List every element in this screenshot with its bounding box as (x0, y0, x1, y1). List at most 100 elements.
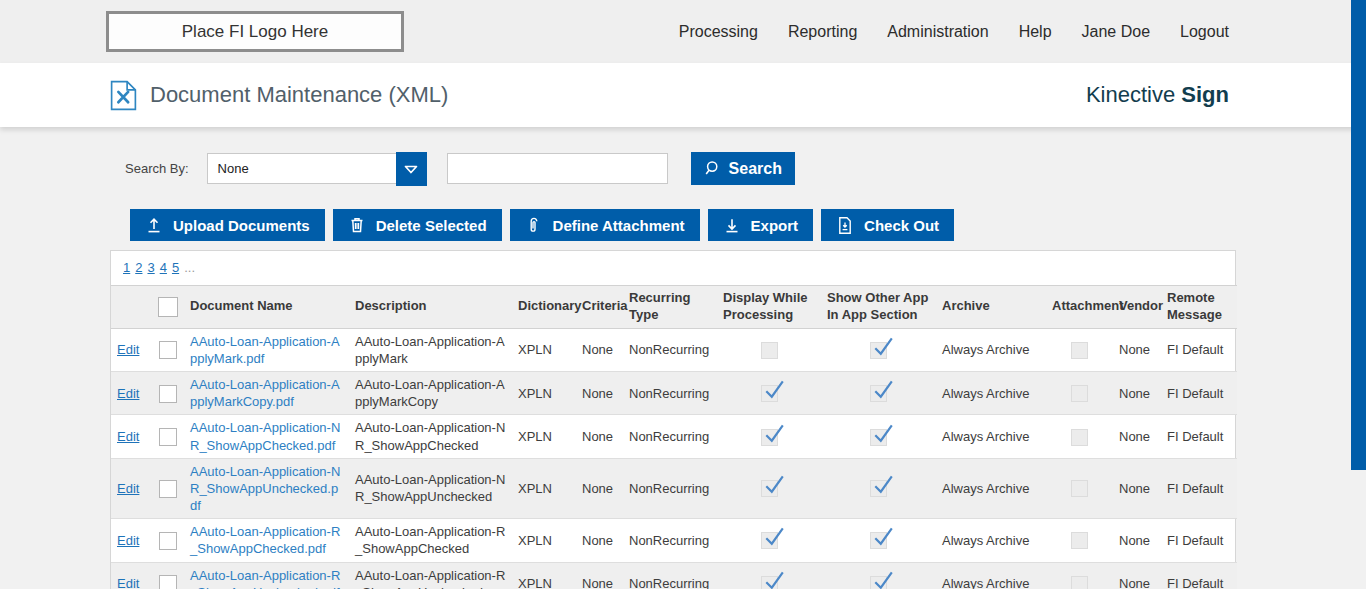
document-name-link[interactable]: AAuto-Loan-Application-ApplyMark.pdf (190, 334, 340, 366)
select-all-checkbox[interactable] (158, 297, 178, 317)
edit-link[interactable]: Edit (117, 576, 139, 589)
upload-documents-button[interactable]: Upload Documents (130, 209, 325, 241)
cell-remote-message: FI Default (1161, 458, 1237, 518)
cell-select (151, 562, 184, 589)
nav-item-user[interactable]: Jane Doe (1082, 23, 1151, 41)
document-name-link[interactable]: AAuto-Loan-Application-R_ShowAppChecked.… (190, 524, 340, 556)
search-by-select[interactable]: None (207, 153, 427, 184)
page-title: Document Maintenance (XML) (110, 80, 448, 111)
upload-documents-label: Upload Documents (173, 217, 310, 234)
document-name-link[interactable]: AAuto-Loan-Application-ApplyMarkCopy.pdf (190, 377, 340, 409)
show-other-app-checkbox (870, 532, 887, 549)
row-select-checkbox[interactable] (159, 341, 177, 359)
edit-link[interactable]: Edit (117, 481, 139, 496)
check-out-button[interactable]: Check Out (821, 209, 954, 241)
cell-attachment (1046, 519, 1113, 562)
cell-vendor: None (1113, 372, 1161, 415)
search-button[interactable]: Search (691, 152, 795, 185)
document-name-link[interactable]: AAuto-Loan-Application-R_ShowAppUnchecke… (190, 568, 340, 589)
cell-edit: Edit (111, 372, 151, 415)
attachment-checkbox (1071, 342, 1088, 359)
cell-document-name: AAuto-Loan-Application-R_ShowAppChecked.… (184, 519, 349, 562)
page-link-5[interactable]: 5 (172, 260, 179, 275)
nav-item-processing[interactable]: Processing (679, 23, 758, 41)
document-name-link[interactable]: AAuto-Loan-Application-NR_ShowAppChecked… (190, 420, 340, 452)
search-input[interactable] (447, 153, 668, 184)
cell-archive: Always Archive (936, 372, 1046, 415)
nav-item-logout[interactable]: Logout (1180, 23, 1229, 41)
table-row: Edit AAuto-Loan-Application-R_ShowAppChec… (111, 519, 1237, 562)
content-area: Search By: None Search Upload Documents (0, 127, 1366, 589)
nav-item-administration[interactable]: Administration (887, 23, 988, 41)
cell-document-name: AAuto-Loan-Application-ApplyMark.pdf (184, 328, 349, 371)
cell-display-while-processing (717, 328, 821, 371)
edit-link[interactable]: Edit (117, 533, 139, 548)
attachment-checkbox (1071, 480, 1088, 497)
nav-item-reporting[interactable]: Reporting (788, 23, 857, 41)
col-show-other-app: Show Other App In App Section (821, 286, 936, 329)
cell-recurring-type: NonRecurring (623, 415, 717, 458)
cell-criteria: None (576, 415, 623, 458)
page-link-2[interactable]: 2 (135, 260, 142, 275)
cell-dictionary: XPLN (512, 328, 576, 371)
row-select-checkbox[interactable] (159, 532, 177, 550)
edit-link[interactable]: Edit (117, 429, 139, 444)
search-icon (704, 160, 721, 177)
cell-archive: Always Archive (936, 458, 1046, 518)
chevron-down-icon (396, 152, 427, 186)
col-vendor: Vendor (1113, 286, 1161, 329)
cell-document-name: AAuto-Loan-Application-R_ShowAppUnchecke… (184, 562, 349, 589)
row-select-checkbox[interactable] (159, 385, 177, 403)
pagination: 12345... (111, 251, 1235, 285)
search-by-selected-value: None (218, 161, 249, 176)
cell-archive: Always Archive (936, 519, 1046, 562)
cell-show-other-app (821, 328, 936, 371)
col-select (151, 286, 184, 329)
cell-dictionary: XPLN (512, 562, 576, 589)
document-name-link[interactable]: AAuto-Loan-Application-NR_ShowAppUncheck… (190, 464, 340, 513)
cell-remote-message: FI Default (1161, 415, 1237, 458)
cell-edit: Edit (111, 519, 151, 562)
download-icon (723, 216, 741, 234)
cell-recurring-type: NonRecurring (623, 519, 717, 562)
cell-dictionary: XPLN (512, 372, 576, 415)
row-select-checkbox[interactable] (159, 480, 177, 498)
display-while-processing-checkbox (761, 532, 778, 549)
page-link-3[interactable]: 3 (147, 260, 154, 275)
main-nav: Processing Reporting Administration Help… (679, 0, 1229, 63)
row-select-checkbox[interactable] (159, 428, 177, 446)
display-while-processing-checkbox (761, 385, 778, 402)
export-button[interactable]: Export (708, 209, 814, 241)
upload-icon (145, 216, 163, 234)
cell-attachment (1046, 372, 1113, 415)
define-attachment-button[interactable]: Define Attachment (510, 209, 700, 241)
edit-link[interactable]: Edit (117, 342, 139, 357)
delete-selected-button[interactable]: Delete Selected (333, 209, 502, 241)
cell-edit: Edit (111, 415, 151, 458)
cell-select (151, 328, 184, 371)
cell-remote-message: FI Default (1161, 519, 1237, 562)
cell-select (151, 519, 184, 562)
attachment-checkbox (1071, 429, 1088, 446)
cell-vendor: None (1113, 519, 1161, 562)
col-edit (111, 286, 151, 329)
page-link-4[interactable]: 4 (160, 260, 167, 275)
cell-criteria: None (576, 519, 623, 562)
brand-logo: Kinective Sign (1086, 82, 1229, 108)
col-display-while-processing: Display While Processing (717, 286, 821, 329)
page-title-text: Document Maintenance (XML) (150, 82, 448, 108)
row-select-checkbox[interactable] (159, 575, 177, 589)
nav-item-help[interactable]: Help (1019, 23, 1052, 41)
cell-display-while-processing (717, 415, 821, 458)
page-link-1[interactable]: 1 (123, 260, 130, 275)
scrollbar-thumb[interactable] (1351, 0, 1366, 470)
col-attachment: Attachment (1046, 286, 1113, 329)
paperclip-icon (525, 216, 543, 234)
cell-criteria: None (576, 372, 623, 415)
edit-link[interactable]: Edit (117, 386, 139, 401)
cell-display-while-processing (717, 562, 821, 589)
table-row: Edit AAuto-Loan-Application-ApplyMarkCopy… (111, 372, 1237, 415)
export-label: Export (751, 217, 799, 234)
col-document-name: Document Name (184, 286, 349, 329)
cell-show-other-app (821, 519, 936, 562)
